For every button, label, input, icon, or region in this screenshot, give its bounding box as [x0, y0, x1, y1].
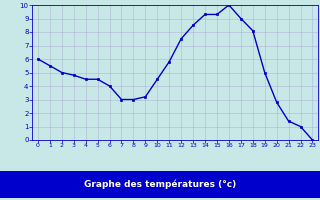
Text: Graphe des températures (°c): Graphe des températures (°c) — [84, 180, 236, 189]
